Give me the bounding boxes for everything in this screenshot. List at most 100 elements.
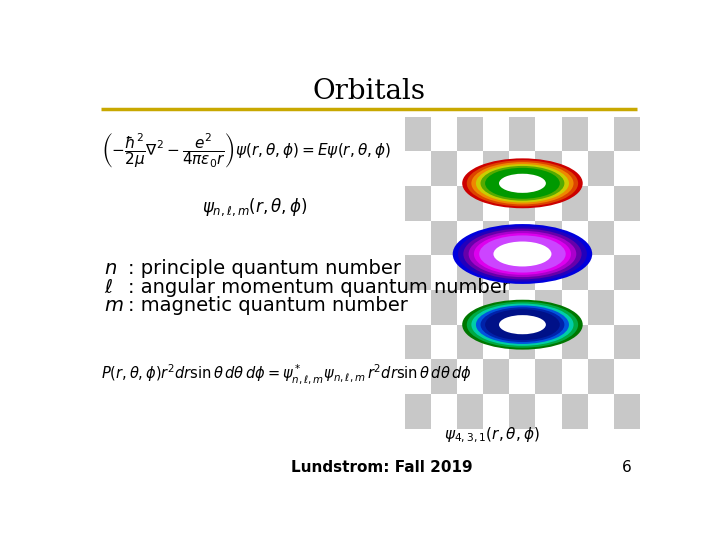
Text: Orbitals: Orbitals	[312, 78, 426, 105]
Bar	[588, 186, 613, 221]
Ellipse shape	[463, 228, 582, 279]
Bar	[431, 151, 457, 186]
Text: $\ell$: $\ell$	[104, 278, 113, 297]
Bar	[588, 117, 613, 151]
Ellipse shape	[469, 231, 576, 277]
Ellipse shape	[480, 235, 566, 273]
Bar	[536, 290, 562, 325]
Ellipse shape	[458, 226, 587, 282]
Ellipse shape	[499, 315, 546, 334]
Bar	[510, 186, 536, 221]
Ellipse shape	[493, 241, 552, 266]
Bar	[483, 255, 510, 290]
Text: : magnetic quantum number: : magnetic quantum number	[128, 296, 408, 315]
Bar	[562, 359, 588, 394]
Bar	[405, 394, 431, 429]
Ellipse shape	[485, 309, 560, 340]
Bar	[613, 151, 639, 186]
Bar	[405, 151, 431, 186]
Bar	[457, 359, 483, 394]
Bar	[405, 290, 431, 325]
Text: 6: 6	[621, 460, 631, 475]
Bar	[510, 117, 536, 151]
Bar	[457, 394, 483, 429]
Bar	[483, 325, 510, 359]
Bar	[510, 151, 536, 186]
Bar	[562, 290, 588, 325]
Text: : principle quantum number: : principle quantum number	[128, 259, 401, 278]
Bar	[613, 186, 639, 221]
Text: $\psi_{4,3,1}\left(r,\theta,\phi\right)$: $\psi_{4,3,1}\left(r,\theta,\phi\right)$	[444, 426, 540, 445]
Text: $n$: $n$	[104, 259, 117, 278]
Bar	[588, 325, 613, 359]
Bar	[405, 221, 431, 255]
Ellipse shape	[480, 307, 564, 342]
Text: $P\left(r,\theta,\phi\right)r^2 dr\sin\theta\, d\theta\, d\phi = \psi^*_{n,\ell,: $P\left(r,\theta,\phi\right)r^2 dr\sin\t…	[101, 363, 472, 387]
Bar	[457, 221, 483, 255]
Bar	[431, 359, 457, 394]
Ellipse shape	[472, 162, 574, 205]
Bar	[562, 186, 588, 221]
Bar	[613, 394, 639, 429]
Bar	[562, 394, 588, 429]
Bar	[483, 394, 510, 429]
Bar	[483, 221, 510, 255]
Bar	[536, 325, 562, 359]
Bar	[431, 325, 457, 359]
Bar	[431, 221, 457, 255]
Bar	[457, 325, 483, 359]
Bar	[483, 290, 510, 325]
Ellipse shape	[453, 224, 593, 284]
Bar	[613, 290, 639, 325]
Ellipse shape	[499, 174, 546, 193]
Bar	[510, 290, 536, 325]
Bar	[613, 325, 639, 359]
Bar	[431, 394, 457, 429]
Bar	[562, 151, 588, 186]
Bar	[562, 221, 588, 255]
Bar	[536, 255, 562, 290]
Bar	[457, 186, 483, 221]
Bar	[588, 394, 613, 429]
Bar	[457, 290, 483, 325]
Bar	[510, 325, 536, 359]
Bar	[431, 117, 457, 151]
Ellipse shape	[467, 160, 578, 206]
Text: : angular momentum quantum number: : angular momentum quantum number	[128, 278, 510, 297]
Bar	[483, 117, 510, 151]
Ellipse shape	[485, 168, 560, 199]
Bar	[536, 221, 562, 255]
Bar	[457, 255, 483, 290]
Ellipse shape	[467, 302, 578, 348]
Ellipse shape	[462, 300, 582, 349]
Bar	[483, 151, 510, 186]
Bar	[588, 255, 613, 290]
Ellipse shape	[462, 158, 582, 208]
Bar	[536, 186, 562, 221]
Bar	[431, 255, 457, 290]
Bar	[613, 255, 639, 290]
Bar	[613, 221, 639, 255]
Bar	[588, 151, 613, 186]
Text: Lundstrom: Fall 2019: Lundstrom: Fall 2019	[291, 460, 472, 475]
Bar	[457, 117, 483, 151]
Bar	[483, 186, 510, 221]
Bar	[431, 186, 457, 221]
Bar	[510, 221, 536, 255]
Bar	[457, 151, 483, 186]
Ellipse shape	[476, 164, 569, 202]
Bar	[510, 359, 536, 394]
Bar	[405, 186, 431, 221]
Bar	[562, 255, 588, 290]
Bar	[562, 325, 588, 359]
Bar	[536, 117, 562, 151]
Bar	[536, 359, 562, 394]
Bar	[588, 221, 613, 255]
Bar	[588, 359, 613, 394]
Bar	[613, 117, 639, 151]
Text: $m$: $m$	[104, 296, 124, 315]
Bar	[405, 255, 431, 290]
Bar	[510, 394, 536, 429]
Ellipse shape	[476, 306, 569, 344]
Bar	[483, 359, 510, 394]
